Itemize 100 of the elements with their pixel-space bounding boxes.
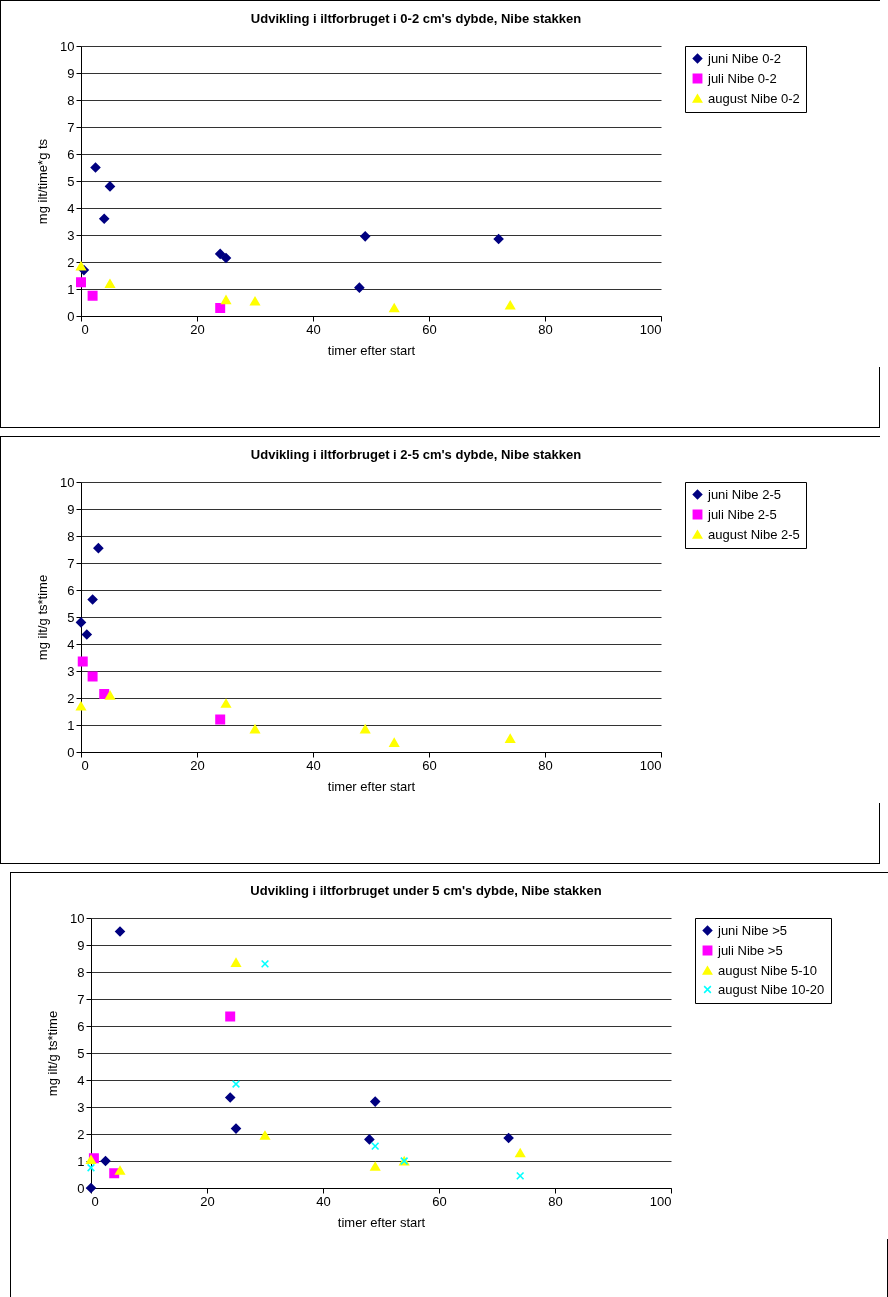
point: [493, 234, 504, 245]
x-axis-title: timer efter start: [337, 1214, 426, 1230]
legend-label: juni Nibe 2-5: [707, 486, 781, 502]
x-tick-label: 60: [432, 1193, 447, 1209]
x-axis-title: timer efter start: [327, 342, 416, 358]
y-tick-label: 2: [77, 1126, 85, 1142]
point: [231, 1123, 241, 1134]
point: [516, 1171, 525, 1180]
point: [389, 738, 400, 747]
point: [105, 279, 115, 289]
legend-label: august Nibe 0-2: [708, 90, 800, 106]
x-tick-label: 80: [538, 757, 553, 773]
legend-label: juli Nibe 0-2: [707, 70, 777, 86]
y-axis-title: mg ilt/g ts*time: [45, 1010, 61, 1097]
x-tick-label: 80: [538, 321, 553, 337]
point: [87, 290, 98, 301]
x-tick-label: 100: [649, 1193, 672, 1209]
x-tick-label: 20: [190, 757, 205, 773]
point: [221, 295, 231, 305]
point: [371, 1142, 380, 1151]
point: [87, 671, 98, 682]
legend-label: august Nibe 10-20: [718, 981, 825, 997]
legend-label: juni Nibe >5: [717, 922, 788, 938]
x-tick-label: 100: [639, 757, 662, 773]
y-tick-label: 10: [60, 38, 75, 54]
y-tick-label: 2: [67, 690, 75, 706]
point: [231, 958, 241, 967]
y-tick-label: 0: [67, 308, 75, 324]
x-tick-label: 60: [422, 321, 437, 337]
chart-title: Udvikling i iltforbruget under 5 cm's dybde, Nibe stakken: [250, 883, 602, 898]
point: [505, 734, 516, 743]
point: [215, 714, 226, 725]
point: [260, 1130, 270, 1140]
y-axis-title: mg ilt/g ts*time: [35, 574, 51, 661]
x-tick-label: 40: [316, 1193, 331, 1209]
y-tick-label: 4: [67, 636, 75, 652]
point: [260, 959, 270, 969]
x-tick-label: 40: [306, 757, 321, 773]
point: [77, 656, 88, 667]
point: [370, 1161, 381, 1171]
point: [370, 1096, 381, 1107]
y-tick-label: 3: [67, 663, 75, 679]
y-tick-label: 10: [70, 910, 85, 926]
legend-label: juni Nibe 0-2: [707, 50, 781, 66]
point: [225, 1092, 236, 1103]
y-tick-label: 7: [67, 555, 75, 571]
y-tick-label: 9: [67, 65, 75, 81]
y-tick-label: 1: [67, 281, 75, 297]
point: [221, 698, 231, 708]
point: [364, 1134, 375, 1145]
y-tick-label: 1: [77, 1153, 85, 1169]
point: [389, 303, 400, 313]
point: [115, 926, 125, 937]
legend-label: juli Nibe 2-5: [707, 506, 777, 522]
point: [515, 1148, 526, 1158]
y-tick-label: 8: [67, 92, 75, 108]
x-tick-label: 80: [548, 1193, 563, 1209]
y-tick-label: 7: [67, 119, 75, 135]
point: [76, 277, 86, 288]
point: [215, 248, 226, 259]
y-tick-label: 5: [67, 609, 75, 625]
y-tick-label: 8: [67, 528, 75, 544]
point: [90, 162, 101, 173]
y-tick-label: 10: [60, 474, 75, 490]
y-tick-label: 7: [77, 991, 85, 1007]
y-tick-label: 6: [67, 146, 75, 162]
y-tick-label: 9: [67, 501, 75, 517]
point: [87, 594, 98, 605]
y-tick-label: 6: [77, 1018, 85, 1034]
x-tick-label: 0: [91, 1193, 99, 1209]
y-tick-label: 5: [67, 173, 75, 189]
y-tick-label: 4: [77, 1072, 85, 1088]
y-axis-title: mg ilt/time*g ts: [35, 138, 51, 225]
point: [99, 213, 110, 224]
point: [93, 543, 104, 554]
chart-title: Udvikling i iltforbruget i 0-2 cm's dybde, Nibe stakken: [250, 11, 582, 26]
y-tick-label: 3: [67, 227, 75, 243]
y-tick-label: 8: [77, 964, 85, 980]
x-tick-label: 40: [306, 321, 321, 337]
y-tick-label: 3: [77, 1099, 85, 1115]
point: [231, 1079, 241, 1089]
point: [76, 617, 86, 628]
point: [503, 1133, 514, 1144]
point: [505, 300, 516, 310]
y-tick-label: 5: [77, 1045, 85, 1061]
point: [215, 302, 226, 313]
y-tick-label: 4: [67, 200, 75, 216]
point: [115, 1166, 125, 1175]
point: [81, 629, 92, 640]
y-tick-label: 9: [77, 937, 85, 953]
x-tick-label: 20: [200, 1193, 215, 1209]
point: [250, 296, 260, 306]
y-tick-label: 0: [77, 1180, 85, 1196]
x-tick-label: 20: [190, 321, 205, 337]
y-tick-label: 0: [67, 744, 75, 760]
x-axis-title: timer efter start: [327, 778, 416, 794]
legend-label: juli Nibe >5: [717, 942, 783, 958]
x-tick-label: 60: [422, 757, 437, 773]
legend-label: august Nibe 2-5: [708, 526, 800, 542]
point: [100, 1156, 111, 1166]
